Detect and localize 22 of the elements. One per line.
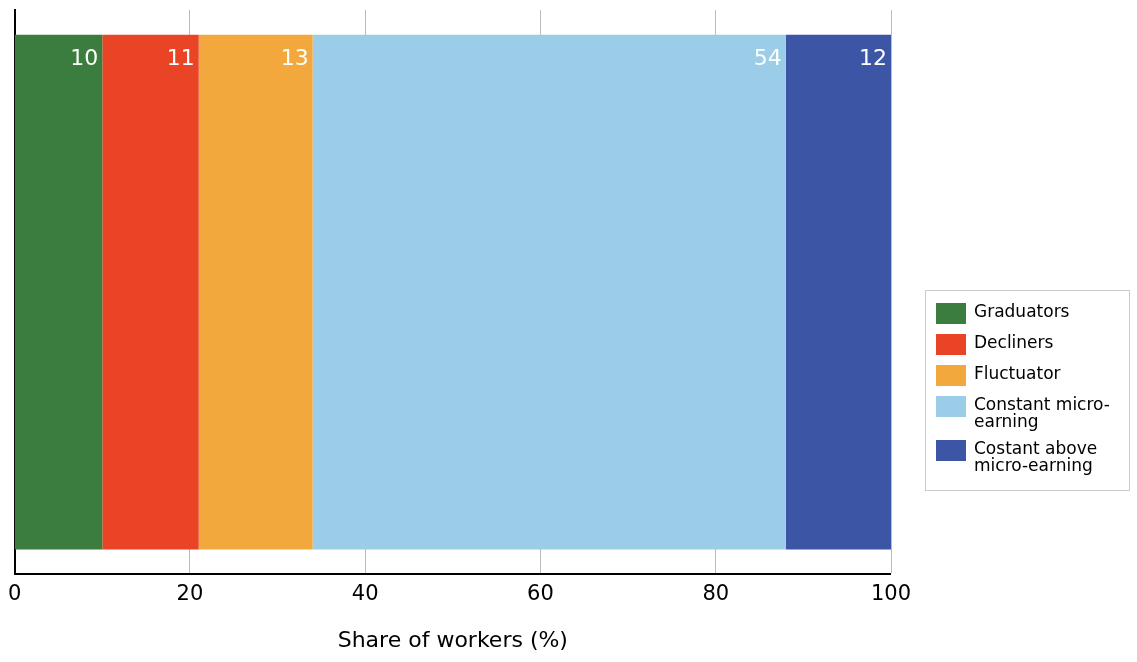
data-label: 54: [753, 44, 782, 70]
bar: [198, 34, 313, 550]
bar: [312, 34, 786, 550]
bar: [102, 34, 199, 550]
x-tick-label: 100: [870, 581, 912, 606]
bar: [14, 34, 103, 550]
bar: [785, 34, 891, 550]
x-tick-label: 0: [7, 581, 22, 606]
x-tick-label: 20: [176, 581, 204, 606]
x-axis-title: Share of workers (%): [337, 626, 568, 652]
x-tick-label: 60: [527, 581, 554, 606]
legend-label: Decliners: [974, 332, 1054, 352]
data-label: 13: [280, 44, 309, 70]
data-label: 12: [859, 44, 887, 70]
data-label: 10: [70, 44, 99, 70]
legend-label: Fluctuator: [974, 363, 1061, 383]
legend-label: Constant micro-earning: [974, 394, 1111, 431]
legend-label: Costant above micro-earning: [974, 438, 1099, 475]
legend-label: Graduators: [974, 301, 1070, 321]
x-tick-label: 40: [351, 581, 379, 606]
data-label: 11: [166, 44, 195, 70]
x-tick-label: 80: [702, 581, 730, 606]
